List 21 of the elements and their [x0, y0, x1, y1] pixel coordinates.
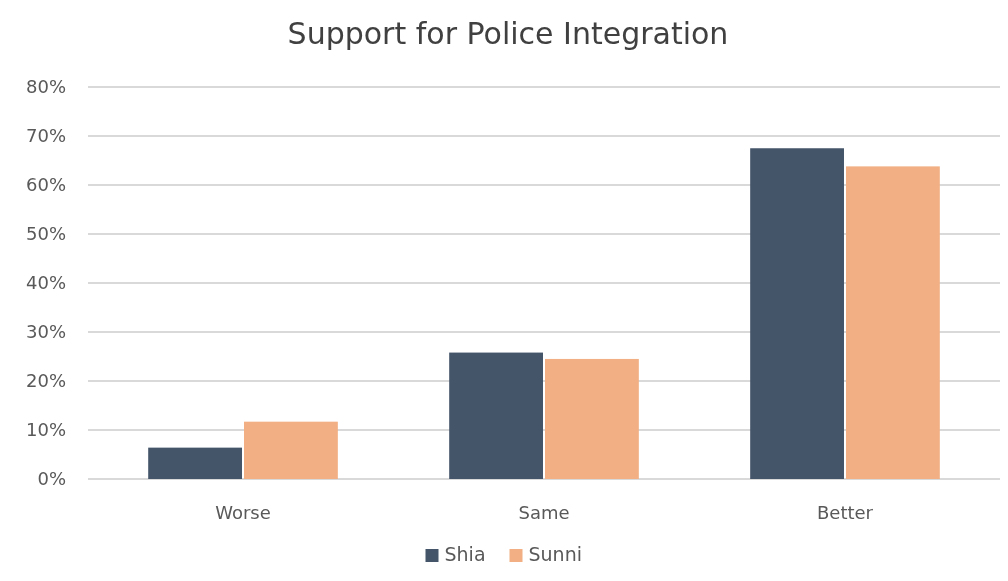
y-tick-label: 60%	[25, 174, 66, 196]
bar	[545, 358, 639, 479]
x-tick-label: Worse	[215, 502, 271, 523]
bar	[845, 166, 940, 479]
chart-title: Support for Police Integration	[287, 16, 729, 51]
y-tick-label: 10%	[25, 419, 66, 441]
y-tick-label: 40%	[25, 272, 66, 294]
y-tick-label: 50%	[25, 223, 66, 245]
legend-label: Sunni	[528, 543, 582, 565]
y-tick-label: 80%	[25, 76, 66, 98]
legend-label: Shia	[444, 543, 486, 565]
y-tick-label: 70%	[25, 125, 66, 147]
bar	[750, 148, 844, 479]
bar	[148, 447, 243, 479]
bar	[244, 421, 338, 479]
y-tick-label: 30%	[25, 321, 66, 343]
y-tick-label: 0%	[37, 468, 66, 490]
y-tick-label: 20%	[25, 370, 66, 392]
bar	[449, 352, 543, 479]
x-tick-label: Better	[816, 502, 874, 523]
x-tick-label: Same	[518, 502, 570, 523]
